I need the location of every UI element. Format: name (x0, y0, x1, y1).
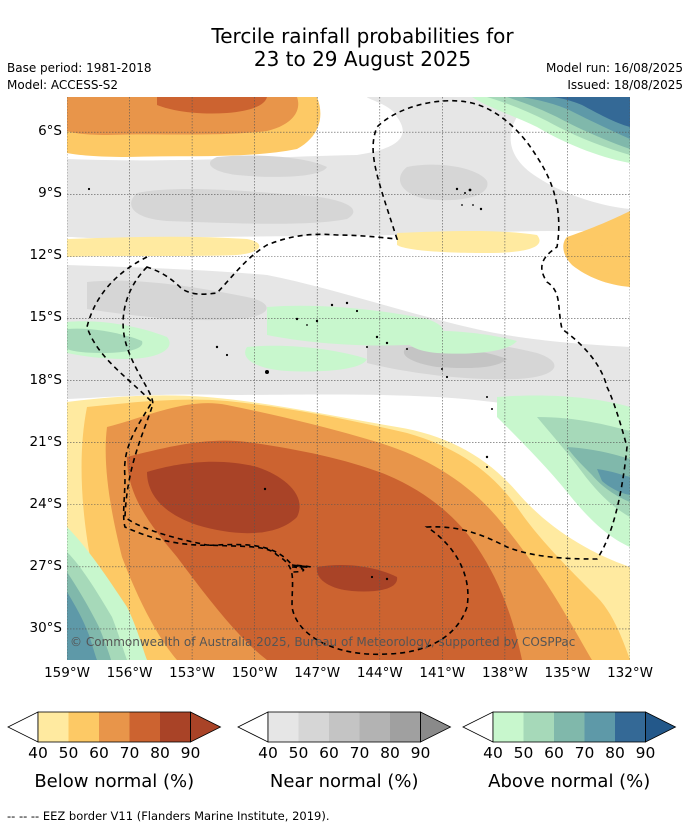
map-gridlines (67, 97, 630, 660)
colorbar-tick-label: 40 (483, 744, 503, 762)
below-normal-region-south-core (147, 461, 300, 534)
above-normal-region-east-4 (597, 469, 630, 495)
colorbar-over-triangle (645, 711, 677, 743)
eez-border-legend: -- -- -- EEZ border V11 (Flanders Marine… (7, 809, 330, 823)
colorbar-segment (390, 712, 421, 742)
lat-label: 27°S (29, 557, 63, 574)
colorbar-tick-label: 70 (349, 744, 370, 762)
colorbar-tick-label: 70 (574, 744, 595, 762)
below-normal-region-south-core-2 (316, 565, 398, 592)
lat-label: 15°S (29, 309, 63, 326)
colorbar-segment (554, 712, 585, 742)
above-normal-region-east-2 (537, 417, 630, 517)
colorbar-segment (129, 712, 160, 742)
lon-label: 141°W (419, 665, 466, 681)
colorbar-title: Near normal (%) (269, 771, 419, 792)
map-title-line2: 23 to 29 August 2025 (253, 47, 472, 71)
lon-label: 147°W (294, 665, 341, 681)
lon-label: 135°W (544, 665, 591, 681)
lon-label: 132°W (607, 665, 653, 681)
lat-label: 21°S (29, 433, 63, 450)
below-normal-east-12s-core (577, 244, 630, 277)
lon-label: 156°W (106, 665, 153, 681)
colorbar-tick-label: 90 (635, 744, 656, 762)
rainfall-probability-map: © Commonwealth of Australia 2025, Bureau… (67, 97, 630, 660)
near-normal-region-central-mid (87, 280, 267, 321)
lat-label: 30°S (29, 619, 63, 636)
colorbar-outline (267, 711, 421, 743)
map-copyright: © Commonwealth of Australia 2025, Bureau… (70, 635, 575, 649)
colorbar-tick-label: 90 (410, 744, 431, 762)
above-normal-patch-center-2 (245, 345, 367, 372)
lat-label: 9°S (38, 185, 62, 202)
colorbar-tick-label: 50 (58, 744, 79, 762)
colorbar-segment (523, 712, 554, 742)
colorbar-tick-label: 40 (28, 744, 48, 762)
lon-label: 159°W (44, 665, 90, 681)
colorbar-segment (615, 712, 646, 742)
eez-border-cook (122, 99, 628, 656)
colorbar-tick-label: 50 (288, 744, 309, 762)
issued-label: Issued: 18/08/2025 (567, 78, 683, 92)
model-label: Model: ACCESS-S2 (7, 78, 119, 92)
lat-label: 18°S (29, 371, 63, 388)
base-period-label: Base period: 1981-2018 (7, 61, 152, 75)
near-normal-region-north-mid (131, 189, 354, 224)
colorbar-title: Above normal (%) (488, 771, 651, 792)
colorbar-outline (37, 711, 191, 743)
colorbar-tick-label: 60 (89, 744, 109, 762)
colorbar-segment (359, 712, 390, 742)
map-title-line1: Tercile rainfall probabilities for (211, 24, 514, 48)
below-normal-band-12s (67, 236, 260, 257)
colorbar-segment (329, 712, 360, 742)
colorbar-over-triangle (420, 711, 452, 743)
colorbar-segment (38, 712, 69, 742)
lon-label: 153°W (169, 665, 216, 681)
lon-label: 138°W (481, 665, 528, 681)
eez-border-south (86, 256, 312, 573)
colorbar-segment (268, 712, 299, 742)
above-normal-patch-west-2 (67, 328, 143, 353)
colorbar-segment (68, 712, 99, 742)
colorbar-tick-label: 50 (513, 744, 534, 762)
above-normal-patch-center (267, 305, 444, 346)
colorbar-segment (493, 712, 524, 742)
lat-label: 12°S (29, 247, 63, 264)
colorbar-over-triangle (190, 711, 222, 743)
colorbar-outline (492, 711, 646, 743)
below-normal-band-12s-east (397, 231, 540, 253)
above-normal-region-northeast-5 (547, 97, 630, 127)
colorbar-tick-label: 80 (380, 744, 400, 762)
lon-label: 144°W (356, 665, 403, 681)
lat-label: 24°S (29, 495, 63, 512)
colorbar-tick-label: 80 (605, 744, 625, 762)
colorbar-segment (584, 712, 615, 742)
colorbar-segment (99, 712, 130, 742)
colorbar-segment (298, 712, 329, 742)
above-normal-patch-center-3 (404, 330, 517, 354)
colorbar-segment (160, 712, 191, 742)
colorbar-tick-label: 40 (258, 744, 278, 762)
colorbar-under-triangle (462, 711, 494, 743)
model-run-label: Model run: 16/08/2025 (545, 61, 683, 75)
colorbar-tick-label: 80 (150, 744, 170, 762)
colorbar-under-triangle (237, 711, 269, 743)
colorbar-0 (7, 711, 222, 743)
colorbar-1 (237, 711, 452, 743)
lon-label: 150°W (231, 665, 278, 681)
colorbar-under-triangle (7, 711, 39, 743)
lat-label: 6°S (38, 123, 62, 140)
below-normal-region-north-core (157, 97, 267, 114)
islands (87, 187, 493, 581)
near-normal-region-north-mid-3 (209, 155, 327, 177)
above-normal-region-southwest-4 (67, 592, 97, 660)
colorbar-tick-label: 60 (319, 744, 339, 762)
colorbar-2 (462, 711, 677, 743)
map-canvas: © Commonwealth of Australia 2025, Bureau… (67, 97, 630, 660)
colorbar-title: Below normal (%) (34, 771, 195, 792)
near-normal-region-north-mid-2 (399, 164, 488, 201)
colorbar-tick-label: 70 (119, 744, 140, 762)
colorbar-tick-label: 90 (180, 744, 201, 762)
colorbar-tick-label: 60 (544, 744, 564, 762)
